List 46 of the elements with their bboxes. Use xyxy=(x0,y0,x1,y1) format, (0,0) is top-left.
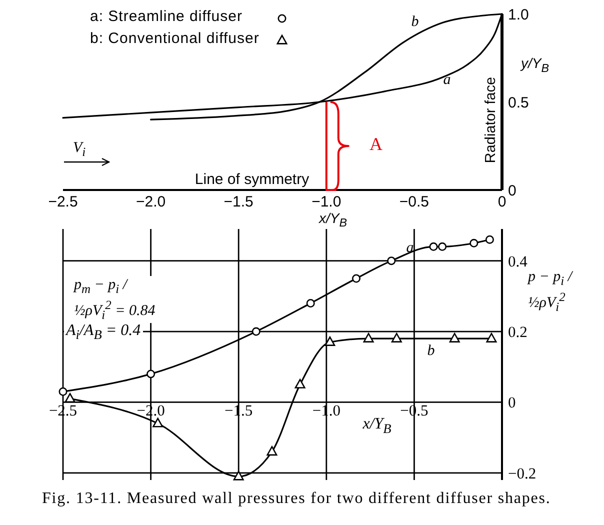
x-axis-title: x/Y$_{B}$ xyxy=(362,416,392,436)
annotation: A$_{i}$/A$_{B}$ = 0.4 xyxy=(66,322,141,342)
annotation: a xyxy=(443,72,451,88)
annotation: V$_{i}$ xyxy=(73,140,86,159)
point xyxy=(146,370,156,378)
point xyxy=(470,238,478,248)
y-tick-label: −0.2 xyxy=(508,465,536,482)
point xyxy=(485,235,494,244)
y-axis-title: y/Y$_{B}$ xyxy=(521,55,550,75)
annotation: Radiator face xyxy=(483,76,500,164)
y-tick-label: 1.0 xyxy=(508,6,529,24)
point xyxy=(64,393,76,403)
point xyxy=(363,332,374,342)
point xyxy=(429,242,438,251)
y-tick-label: 0 xyxy=(508,182,516,200)
point xyxy=(152,418,164,428)
point xyxy=(294,378,306,388)
point xyxy=(486,332,497,342)
point xyxy=(449,332,460,342)
annotation: b xyxy=(411,14,419,30)
y-tick-label: 0.5 xyxy=(508,94,529,112)
point xyxy=(306,298,315,308)
annotation: A xyxy=(370,134,382,154)
point xyxy=(387,256,396,266)
point xyxy=(266,446,278,456)
annotation: a: Streamline diffuser xyxy=(90,8,242,25)
x-tick-label: −2.5 xyxy=(48,194,78,211)
point xyxy=(438,242,447,251)
point xyxy=(252,327,260,336)
annotation: b xyxy=(427,342,435,359)
x-tick-label: −0.5 xyxy=(399,194,430,211)
caption: Fig. 13-11. Measured wall pressures for two different diffuser shapes. xyxy=(42,490,551,507)
y-tick-label: 0.2 xyxy=(508,324,528,342)
point xyxy=(233,470,244,480)
x-tick-label: −1.0 xyxy=(312,194,342,211)
annotation: Line of symmetry xyxy=(194,170,310,188)
x-axis-title: x/Y$_{B}$ xyxy=(318,210,348,230)
point xyxy=(352,274,360,283)
text: p$_{m}$ − p$_{i}$ / ½ρV$_{i}$$^{2}$ = 0.84 xyxy=(74,277,156,322)
point xyxy=(391,332,402,342)
annotation: b: Conventional diffuser xyxy=(90,30,260,47)
x-tick-label: −1.5 xyxy=(224,194,254,211)
x-tick-label: −2.0 xyxy=(136,194,166,211)
point xyxy=(58,387,68,396)
y-tick-label: 0.4 xyxy=(508,253,528,270)
point xyxy=(324,336,336,346)
